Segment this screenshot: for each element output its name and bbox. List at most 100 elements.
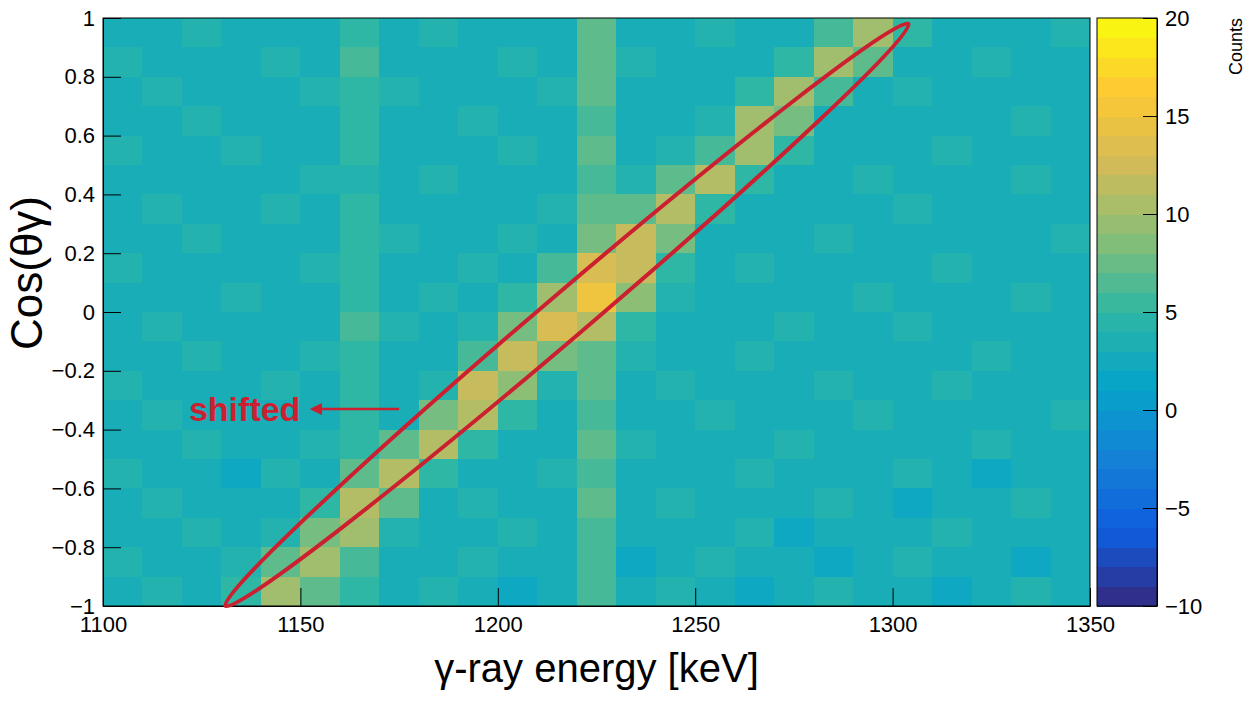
cell [458,577,497,606]
cell [419,253,458,282]
cell [537,106,576,135]
cell [221,224,260,253]
cell [932,47,971,76]
cell [103,283,142,312]
cell [616,430,655,459]
cell [537,518,576,547]
x-axis-title: γ-ray energy [keV] [434,646,759,690]
cell [1051,577,1090,606]
cell [774,400,813,429]
cell [893,194,932,223]
tick-mark [103,371,121,372]
cell [498,194,537,223]
cell [379,283,418,312]
cell [261,577,300,606]
cell [300,136,339,165]
cell [142,577,181,606]
cell [537,577,576,606]
cell [419,430,458,459]
cell [340,224,379,253]
cell [814,224,853,253]
cell [458,253,497,282]
cell [103,459,142,488]
cell [1051,283,1090,312]
cell [379,577,418,606]
cell [774,547,813,576]
cell [1011,400,1050,429]
cell [656,371,695,400]
cell [419,488,458,517]
cell [972,312,1011,341]
cell [221,341,260,370]
cell [498,459,537,488]
tick: 0.8 [64,64,121,89]
cell [972,459,1011,488]
cell [735,18,774,47]
cell [498,341,537,370]
cell [893,488,932,517]
cell [893,459,932,488]
cell [814,459,853,488]
cell [142,371,181,400]
cell [379,136,418,165]
colorbar-step [1097,57,1157,77]
cell [340,312,379,341]
cell [774,253,813,282]
cell [656,459,695,488]
cell [893,312,932,341]
cell [893,253,932,282]
cell [182,430,221,459]
cell [182,106,221,135]
cell [616,253,655,282]
cell [774,47,813,76]
cell [814,488,853,517]
cell [340,547,379,576]
tick-mark [1143,116,1157,117]
cell [340,18,379,47]
cell [695,283,734,312]
cell [221,547,260,576]
colorbar-step [1097,77,1157,97]
cell [616,312,655,341]
cell [300,371,339,400]
cell [656,400,695,429]
colorbar-step [1097,567,1157,587]
y-axis: −1−0.8−0.6−0.4−0.200.20.40.60.81 [52,6,121,619]
cell [1051,371,1090,400]
cell [735,459,774,488]
cell [1011,253,1050,282]
cell [221,165,260,194]
cell [419,341,458,370]
cell [498,77,537,106]
cell [419,577,458,606]
cell [142,459,181,488]
cell [419,194,458,223]
colorbar-step [1097,273,1157,293]
cell [695,371,734,400]
cell [616,547,655,576]
tick-mark [103,18,121,19]
cell [735,518,774,547]
cell [656,430,695,459]
cell [577,47,616,76]
cell [1011,547,1050,576]
cell [103,547,142,576]
tick-mark [103,253,121,254]
cell [458,518,497,547]
colorbar-step [1097,547,1157,567]
colorbar-frame [1097,18,1157,606]
cell [261,224,300,253]
cell [814,136,853,165]
cell [735,194,774,223]
tick-mark [103,547,121,548]
cell [656,47,695,76]
cell [616,106,655,135]
cell [656,577,695,606]
cell [853,136,892,165]
cell [103,488,142,517]
cell [695,488,734,517]
cell [774,165,813,194]
cell [1011,430,1050,459]
cell [458,430,497,459]
cell [814,400,853,429]
